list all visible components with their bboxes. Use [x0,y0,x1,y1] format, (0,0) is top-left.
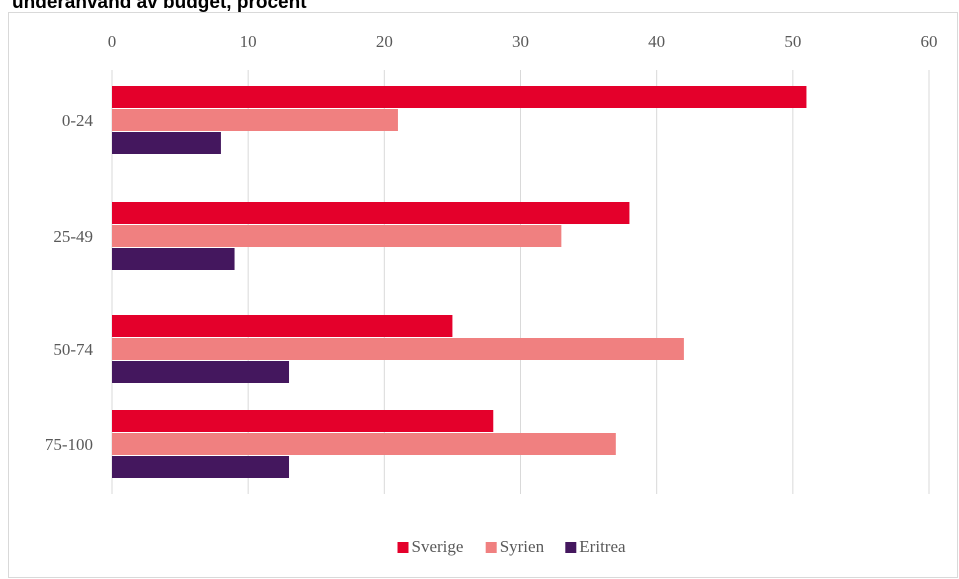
bar-eritrea-50-74 [112,361,290,383]
category-labels: 0-24 25-49 50-74 75-100 [45,111,94,454]
legend-label-eritrea: Eritrea [579,537,626,556]
legend-swatch-eritrea [565,542,577,553]
x-tick-label-30: 30 [512,32,529,51]
x-tick-label-10: 10 [240,32,257,51]
category-label-75-100: 75-100 [45,435,93,454]
chart-title: underanvänd av budget, procent [12,0,307,13]
bar-sverige-75-100 [112,410,494,432]
legend-swatch-syrien [485,542,497,553]
x-axis-ticks: 0 10 20 30 40 50 60 [108,32,938,51]
bar-sverige-0-24 [112,86,807,108]
x-tick-label-50: 50 [784,32,801,51]
category-label-25-49: 25-49 [53,227,93,246]
legend: Sverige Syrien Eritrea [397,537,626,556]
bar-sverige-25-49 [112,202,630,224]
category-label-50-74: 50-74 [53,340,93,359]
bar-syrien-25-49 [112,225,562,247]
bars [112,86,807,478]
bar-syrien-75-100 [112,433,616,455]
legend-label-sverige: Sverige [412,537,464,556]
x-tick-label-20: 20 [376,32,393,51]
bar-eritrea-0-24 [112,132,221,154]
bar-syrien-0-24 [112,109,398,131]
x-tick-label-0: 0 [108,32,117,51]
bar-syrien-50-74 [112,338,684,360]
x-tick-label-40: 40 [648,32,665,51]
bar-sverige-50-74 [112,315,453,337]
bar-eritrea-75-100 [112,456,290,478]
legend-label-syrien: Syrien [500,537,545,556]
x-tick-label-60: 60 [921,32,938,51]
bar-eritrea-25-49 [112,248,235,270]
legend-swatch-sverige [397,542,409,553]
category-label-0-24: 0-24 [62,111,94,130]
chart-frame [8,12,958,578]
